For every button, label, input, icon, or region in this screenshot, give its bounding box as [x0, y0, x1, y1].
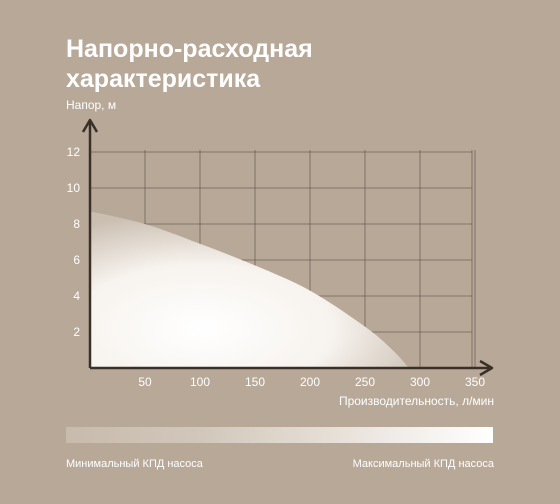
x-tick-label: 300: [410, 375, 430, 389]
x-tick-label: 350: [465, 375, 485, 389]
x-tick-label: 150: [245, 375, 265, 389]
y-axis-arrow: [81, 118, 99, 133]
y-tick-label: 8: [73, 217, 80, 231]
y-tick-label: 4: [73, 289, 80, 303]
performance-curve-area: [90, 211, 409, 368]
y-tick-label: 10: [67, 181, 81, 195]
x-axis-arrow: [479, 359, 494, 377]
efficiency-gradient-bar: [66, 427, 493, 443]
axes: [81, 118, 494, 377]
chart-title: Напорно-расходная характеристика: [66, 35, 313, 93]
x-tick-label: 100: [190, 375, 210, 389]
y-tick-label: 2: [73, 325, 80, 339]
y-axis-title: Напор, м: [66, 98, 117, 112]
x-tick-label: 200: [300, 375, 320, 389]
max-efficiency-label: Максимальный КПД насоса: [352, 458, 494, 470]
x-tick-label: 250: [355, 375, 375, 389]
x-axis-title: Производительность, л/мин: [338, 394, 494, 408]
y-tick-label: 12: [67, 145, 81, 159]
x-tick-label: 50: [138, 375, 152, 389]
y-tick-label: 6: [73, 253, 80, 267]
min-efficiency-label: Минимальный КПД насоса: [66, 458, 203, 470]
tick-labels: 50 100 150 200 250 300 350 2 4 6 8 10 12: [67, 145, 486, 389]
